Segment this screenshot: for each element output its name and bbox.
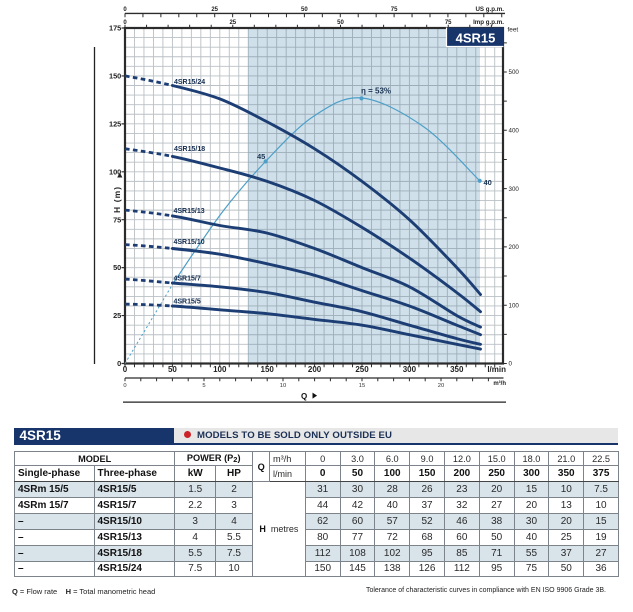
svg-text:0: 0: [117, 359, 121, 368]
svg-text:200: 200: [308, 365, 322, 374]
svg-text:400: 400: [509, 128, 520, 135]
svg-text:0: 0: [123, 383, 126, 389]
svg-text:200: 200: [509, 244, 520, 251]
svg-text:25: 25: [229, 20, 236, 26]
svg-text:40: 40: [484, 178, 492, 187]
svg-text:0: 0: [509, 361, 513, 368]
svg-text:10: 10: [280, 383, 286, 389]
svg-text:100: 100: [109, 167, 121, 176]
svg-text:250: 250: [355, 365, 369, 374]
svg-text:Q: Q: [301, 392, 307, 401]
svg-text:15: 15: [359, 383, 365, 389]
svg-text:175: 175: [109, 24, 121, 33]
svg-text:50: 50: [337, 20, 344, 26]
svg-text:m³/h: m³/h: [493, 380, 506, 387]
svg-text:0: 0: [123, 7, 127, 13]
svg-text:125: 125: [109, 120, 121, 129]
svg-text:300: 300: [403, 365, 417, 374]
svg-text:4SR15/13: 4SR15/13: [174, 208, 205, 215]
svg-text:feet: feet: [508, 27, 519, 34]
svg-text:4SR15/7: 4SR15/7: [174, 276, 201, 283]
svg-text:45: 45: [257, 152, 265, 161]
svg-text:4SR15: 4SR15: [456, 31, 496, 46]
svg-text:75: 75: [113, 215, 121, 224]
svg-text:4SR15/5: 4SR15/5: [174, 299, 201, 306]
svg-text:η = 53%: η = 53%: [361, 87, 391, 96]
svg-text:25: 25: [211, 7, 218, 13]
svg-text:0: 0: [123, 20, 127, 26]
svg-text:US g.p.m.: US g.p.m.: [475, 6, 504, 13]
svg-text:25: 25: [113, 311, 121, 320]
svg-text:50: 50: [168, 365, 177, 374]
svg-text:50: 50: [113, 263, 121, 272]
svg-text:4SR15/18: 4SR15/18: [174, 146, 205, 153]
svg-text:100: 100: [509, 302, 520, 309]
svg-text:500: 500: [509, 69, 520, 76]
svg-text:350: 350: [450, 365, 464, 374]
svg-text:75: 75: [445, 20, 452, 26]
svg-text:20: 20: [438, 383, 444, 389]
svg-text:100: 100: [213, 365, 227, 374]
svg-text:150: 150: [109, 72, 121, 81]
svg-text:5: 5: [202, 383, 205, 389]
svg-text:150: 150: [261, 365, 275, 374]
svg-text:0: 0: [123, 365, 128, 374]
svg-text:Imp g.p.m.: Imp g.p.m.: [473, 19, 504, 26]
svg-text:l/min: l/min: [487, 365, 506, 374]
svg-text:300: 300: [509, 186, 520, 193]
svg-text:4SR15/10: 4SR15/10: [174, 239, 205, 246]
svg-text:75: 75: [391, 7, 398, 13]
svg-text:4SR15/24: 4SR15/24: [174, 79, 205, 86]
svg-text:50: 50: [301, 7, 308, 13]
svg-text:H (m): H (m): [112, 186, 122, 213]
